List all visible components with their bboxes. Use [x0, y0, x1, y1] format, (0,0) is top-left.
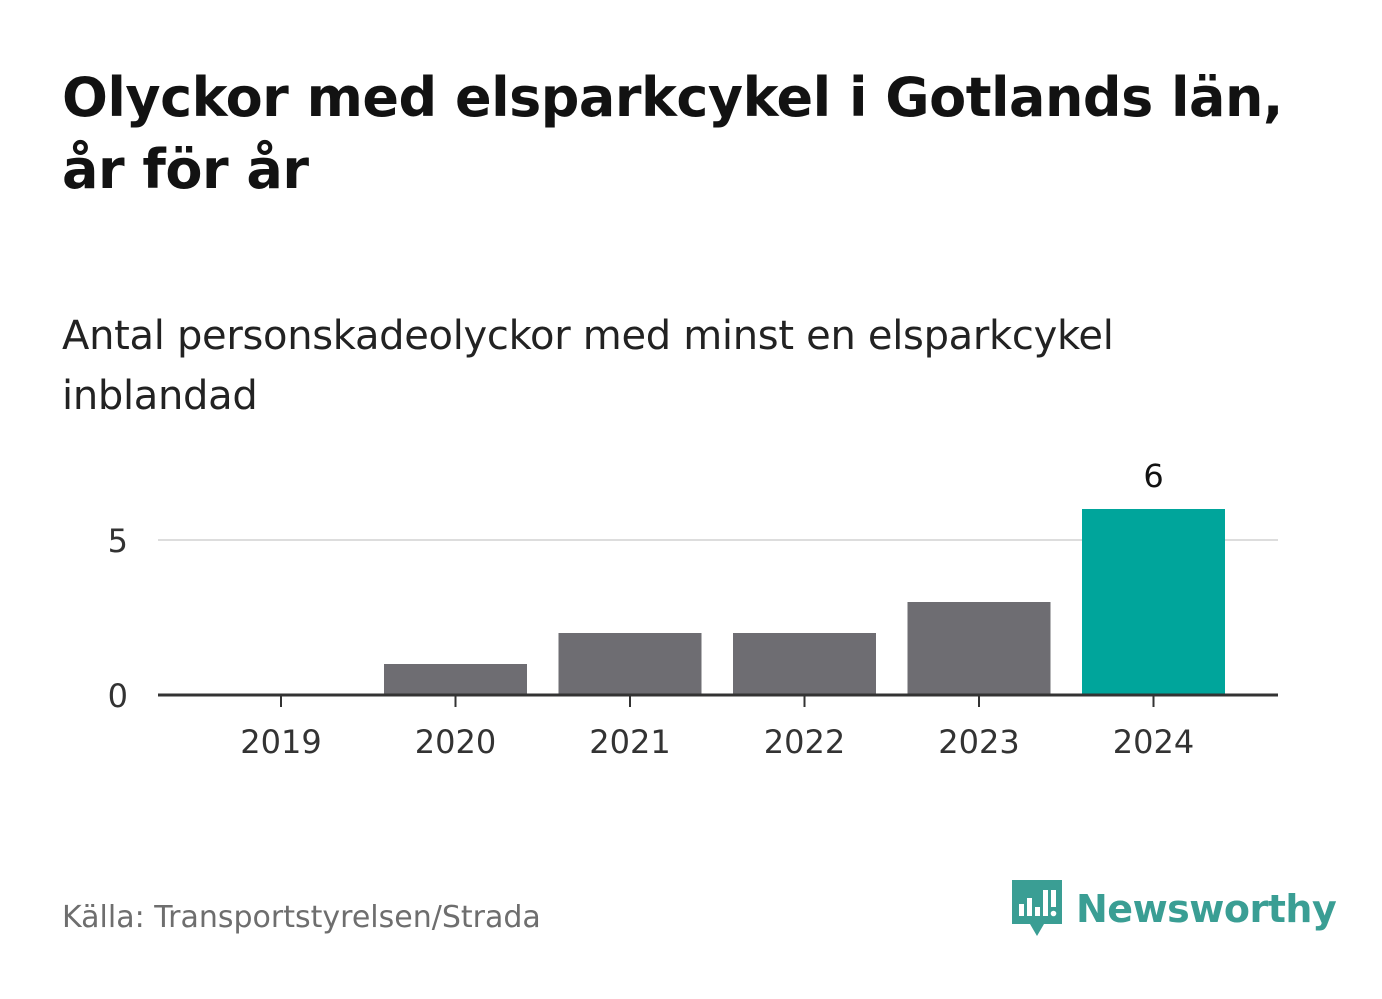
bar-2021 — [558, 633, 702, 695]
x-tick-label-2021: 2021 — [589, 723, 670, 761]
axes — [158, 693, 1278, 707]
data-label-2024: 6 — [1143, 457, 1163, 495]
bar-2022 — [733, 633, 876, 695]
x-tick-label-2022: 2022 — [764, 723, 845, 761]
bar-2023 — [907, 602, 1051, 695]
x-tick-label-2023: 2023 — [938, 723, 1019, 761]
x-tick-label-2024: 2024 — [1113, 723, 1194, 761]
source-note: Källa: Transportstyrelsen/Strada — [62, 900, 541, 935]
bars — [384, 509, 1225, 695]
chart-title: Olyckor med elsparkcykel i Gotlands län,… — [62, 66, 1283, 201]
newsworthy-logo-icon — [1012, 880, 1062, 936]
y-tick-label-0: 0 — [108, 677, 128, 715]
labels: 0 5 2019 2020 2021 2022 2023 2024 6 — [108, 457, 1195, 761]
x-tick-label-2020: 2020 — [415, 723, 496, 761]
x-tick-label-2019: 2019 — [240, 723, 321, 761]
chart-subtitle: Antal personskadeolyckor med minst en el… — [62, 313, 1114, 419]
brand-name: Newsworthy — [1076, 887, 1337, 931]
bar-2024 — [1082, 509, 1225, 695]
bar-2020 — [384, 664, 527, 695]
brand-logo[interactable]: Newsworthy — [1010, 878, 1337, 940]
y-tick-label-5: 5 — [108, 522, 128, 560]
